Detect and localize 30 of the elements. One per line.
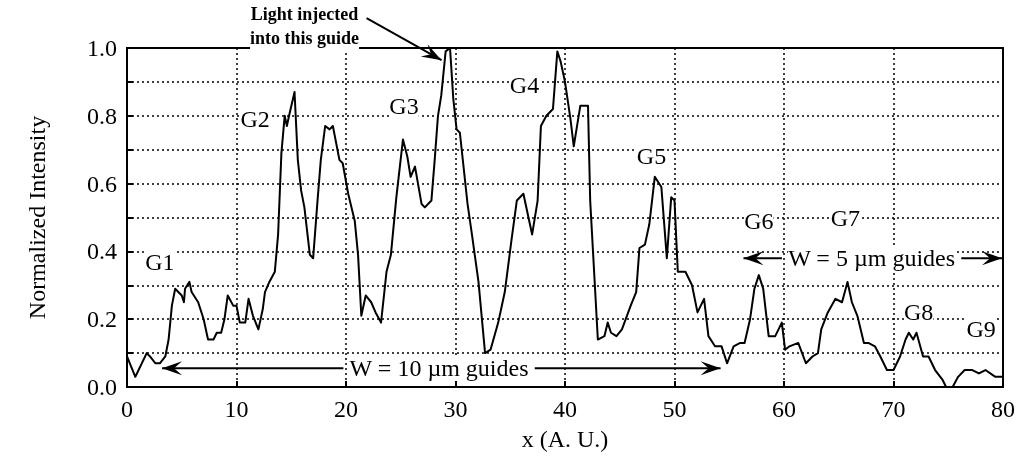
annotation: G6	[744, 207, 774, 234]
x-tick-label: 80	[991, 396, 1015, 422]
x-tick-label: 70	[881, 396, 906, 422]
annotation: G8	[904, 299, 934, 326]
x-axis-title: x (A. U.)	[521, 426, 609, 452]
annotation: W = 5 µm guides	[788, 245, 956, 272]
line-series	[126, 47, 1004, 388]
y-tick-label: 0.2	[87, 306, 117, 333]
annotation: G5	[636, 143, 667, 170]
annotation: Light injected into this guide	[250, 4, 360, 49]
x-tick-label: 40	[553, 396, 577, 422]
annotation: G4	[509, 72, 540, 99]
y-axis-title: Normalized Intensity	[24, 115, 50, 320]
annotation: W = 10 µm guides	[349, 355, 529, 382]
x-tick-label: 50	[662, 396, 687, 422]
x-tick-label: 60	[772, 396, 796, 422]
annotation: G3	[389, 92, 419, 119]
x-tick-label: 0	[121, 396, 133, 422]
y-tick-label: 0.6	[87, 170, 117, 197]
y-tick-label: 0.4	[87, 238, 117, 265]
y-tick-label: 1.0	[87, 35, 117, 61]
annotation: G2	[240, 106, 270, 133]
annotation: G7	[830, 204, 860, 231]
x-tick-label: 10	[224, 396, 249, 422]
annotation: G1	[145, 248, 175, 275]
x-tick-label: 20	[334, 396, 358, 422]
y-tick-label: 0.0	[87, 374, 117, 400]
x-tick-label: 30	[443, 396, 468, 422]
annotation: G9	[966, 316, 996, 343]
y-tick-label: 0.8	[87, 102, 117, 129]
